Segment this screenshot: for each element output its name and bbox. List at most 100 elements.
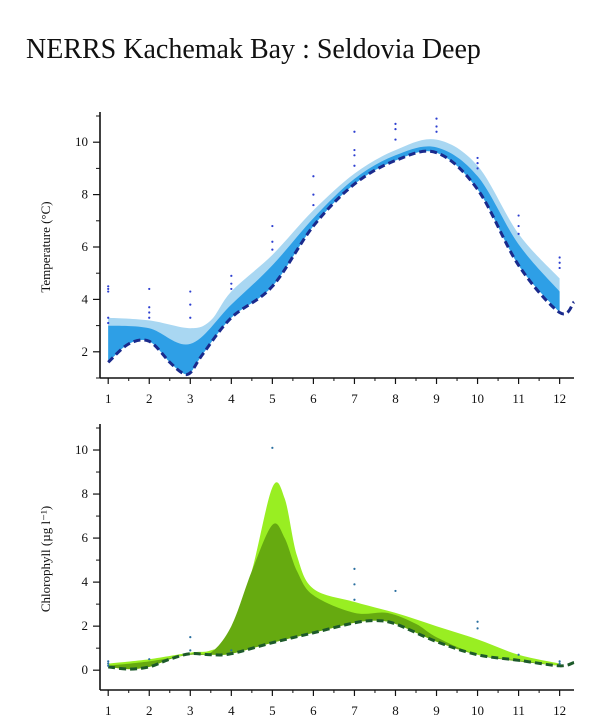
data-point-15 — [271, 224, 274, 228]
data-point-28 — [435, 117, 438, 120]
data-point-3 — [107, 316, 110, 319]
x-tick-label-6: 6 — [310, 391, 317, 406]
mean-line — [108, 619, 575, 671]
y-axis-label: Chlorophyll (µg l⁻¹) — [38, 506, 53, 612]
y-tick-label-8: 8 — [82, 187, 89, 202]
data-point-7 — [148, 311, 151, 314]
page-title: NERRS Kachemak Bay : Seldovia Deep — [26, 34, 481, 65]
data-point-1 — [107, 285, 110, 288]
data-point-9 — [353, 583, 356, 586]
data-point-6 — [230, 649, 233, 652]
x-tick-label-10: 10 — [471, 391, 484, 406]
data-point-26 — [394, 128, 397, 131]
data-point-9 — [189, 290, 192, 293]
x-tick-label-2: 2 — [146, 391, 153, 406]
data-point-1 — [107, 662, 110, 665]
x-tick-label-5: 5 — [269, 391, 276, 406]
data-point-6 — [148, 306, 151, 309]
y-tick-label-2: 2 — [82, 618, 89, 633]
data-point-20 — [312, 203, 315, 207]
data-point-35 — [517, 224, 520, 228]
data-point-38 — [558, 261, 561, 264]
data-point-30 — [435, 130, 438, 133]
data-point-18 — [312, 175, 315, 178]
y-tick-label-10: 10 — [75, 442, 88, 457]
data-point-13 — [230, 282, 233, 285]
data-point-34 — [517, 214, 520, 217]
y-tick-label-6: 6 — [82, 530, 89, 545]
x-tick-label-9: 9 — [433, 703, 440, 718]
data-point-16 — [558, 662, 561, 665]
data-point-5 — [189, 649, 192, 652]
data-point-36 — [517, 232, 520, 235]
x-tick-label-5: 5 — [269, 703, 276, 718]
y-tick-label-4: 4 — [82, 291, 89, 306]
data-point-16 — [271, 240, 274, 243]
data-point-39 — [558, 266, 561, 270]
data-point-24 — [353, 164, 356, 167]
data-point-33 — [476, 167, 479, 170]
y-tick-label-2: 2 — [82, 344, 89, 359]
x-tick-label-9: 9 — [433, 391, 440, 406]
data-point-3 — [148, 658, 151, 661]
data-point-5 — [148, 287, 151, 291]
data-point-2 — [107, 290, 110, 293]
data-point-23 — [353, 154, 356, 157]
data-point-7 — [271, 446, 274, 449]
data-point-27 — [394, 138, 397, 141]
data-point-15 — [558, 660, 561, 663]
x-tick-label-11: 11 — [512, 391, 525, 406]
data-point-31 — [476, 156, 479, 160]
data-point-32 — [476, 162, 479, 165]
x-tick-label-3: 3 — [187, 703, 194, 718]
data-point-25 — [394, 122, 397, 125]
x-tick-label-12: 12 — [553, 391, 566, 406]
data-point-11 — [189, 316, 192, 319]
data-point-4 — [189, 636, 192, 639]
data-point-0 — [107, 287, 110, 291]
x-tick-label-8: 8 — [392, 703, 399, 718]
data-point-14 — [517, 653, 520, 656]
y-axis-label: Temperature (°C) — [38, 201, 53, 292]
y-tick-label-8: 8 — [82, 486, 89, 501]
data-point-8 — [148, 316, 151, 319]
data-point-10 — [353, 598, 356, 601]
data-point-2 — [107, 664, 110, 667]
mean-line — [107, 149, 576, 377]
data-point-4 — [107, 321, 110, 325]
x-tick-label-1: 1 — [105, 703, 112, 718]
x-tick-label-6: 6 — [310, 703, 317, 718]
data-point-13 — [476, 627, 479, 630]
upper-band-area — [108, 482, 560, 670]
x-tick-label-4: 4 — [228, 703, 235, 718]
data-point-14 — [230, 287, 233, 291]
y-tick-label-0: 0 — [82, 662, 89, 677]
y-tick-label-6: 6 — [82, 239, 89, 254]
data-point-19 — [312, 193, 315, 196]
data-point-21 — [353, 130, 356, 133]
x-tick-label-3: 3 — [187, 391, 194, 406]
x-tick-label-7: 7 — [351, 391, 358, 406]
x-tick-label-7: 7 — [351, 703, 358, 718]
data-point-0 — [107, 660, 110, 663]
data-point-17 — [271, 248, 274, 251]
data-point-22 — [353, 148, 356, 152]
x-tick-label-11: 11 — [512, 703, 525, 718]
x-tick-label-12: 12 — [553, 703, 566, 718]
data-point-12 — [230, 274, 233, 277]
data-point-12 — [476, 620, 479, 623]
x-tick-label-1: 1 — [105, 391, 112, 406]
data-point-11 — [394, 589, 397, 593]
data-point-29 — [435, 125, 438, 128]
x-tick-label-4: 4 — [228, 391, 235, 406]
y-tick-label-10: 10 — [75, 134, 88, 149]
data-point-37 — [558, 256, 561, 259]
x-tick-label-10: 10 — [471, 703, 484, 718]
lower-band-area — [108, 146, 560, 375]
data-point-10 — [189, 303, 192, 306]
data-point-8 — [353, 567, 356, 571]
x-tick-label-8: 8 — [392, 391, 399, 406]
